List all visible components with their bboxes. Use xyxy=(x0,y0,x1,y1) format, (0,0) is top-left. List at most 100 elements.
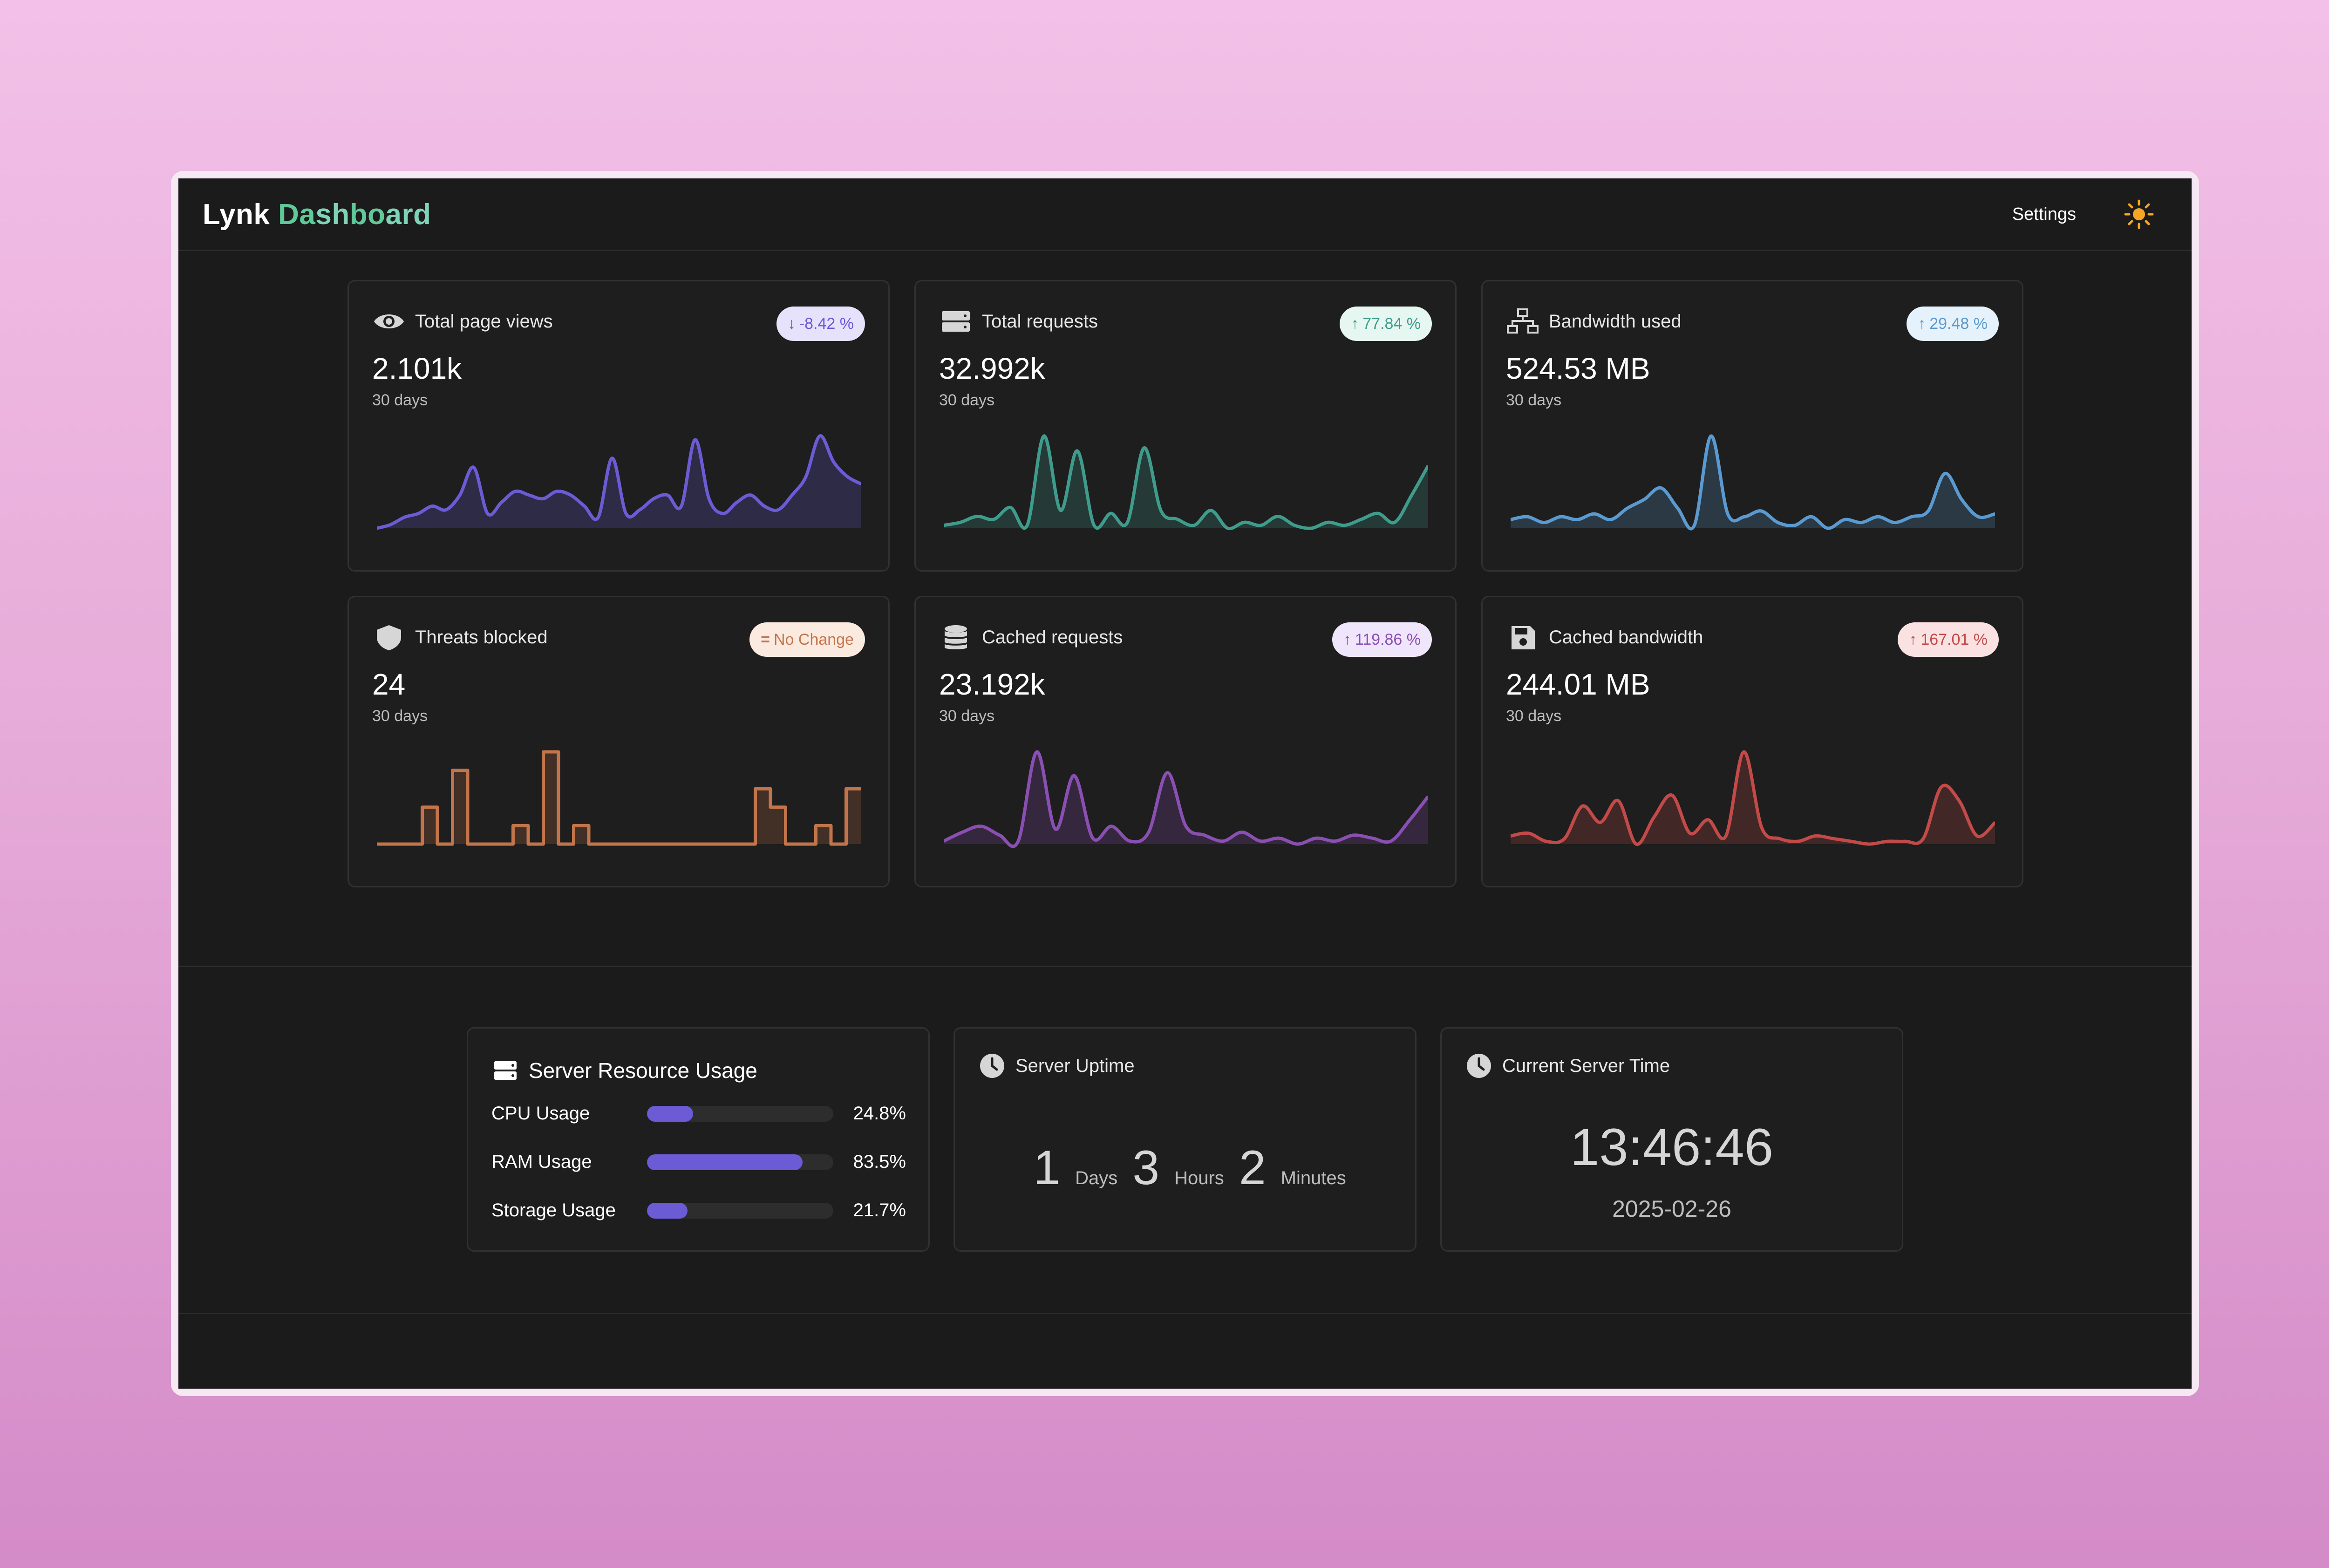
resource-value: 21.7% xyxy=(853,1200,906,1220)
stat-card-period: 30 days xyxy=(372,707,428,725)
floppy-icon xyxy=(1512,626,1535,649)
stat-card-title: Cached bandwidth xyxy=(1549,627,1703,648)
uptime-days: 1 xyxy=(1033,1141,1061,1195)
trend-value: -8.42 % xyxy=(799,314,854,333)
trend-badge: ↑ 167.01 % xyxy=(1898,622,1999,657)
stat-card-value: 524.53 MB xyxy=(1506,352,1650,385)
sparkline-chart xyxy=(377,434,861,530)
stat-card-value: 24 xyxy=(372,668,406,701)
trend-badge: ↓ -8.42 % xyxy=(776,307,865,341)
stat-card-header: Total page views xyxy=(372,307,553,335)
sparkline-line xyxy=(1511,750,1995,846)
stat-card-header: Cached requests xyxy=(939,623,1123,651)
uptime-minutes-label: Minutes xyxy=(1280,1168,1346,1188)
footer-divider xyxy=(178,1313,2192,1314)
resource-bar-fill xyxy=(647,1154,803,1170)
stat-card[interactable]: Total page views ↓ -8.42 % 2.101k 30 days xyxy=(347,280,890,572)
top-bar: Lynk Dashboard Settings xyxy=(178,178,2192,251)
stat-card-header: Total requests xyxy=(939,307,1098,335)
dashboard-app: Lynk Dashboard Settings Total page views… xyxy=(178,178,2192,1389)
sparkline-line xyxy=(377,750,861,846)
sparkline-line xyxy=(944,434,1428,531)
sparkline-chart xyxy=(1511,750,1995,846)
stat-card-period: 30 days xyxy=(1506,707,1562,725)
stat-card-value: 244.01 MB xyxy=(1506,668,1650,701)
uptime-hours: 3 xyxy=(1132,1141,1160,1195)
resource-label: RAM Usage xyxy=(491,1152,592,1172)
stat-card-title: Bandwidth used xyxy=(1549,311,1682,332)
trend-value: 167.01 % xyxy=(1920,630,1988,648)
resource-row: Storage Usage 21.7% xyxy=(491,1200,906,1221)
resource-bar xyxy=(647,1105,833,1122)
database-icon xyxy=(945,625,967,649)
resource-value: 24.8% xyxy=(853,1103,906,1124)
stat-card[interactable]: Cached requests ↑ 119.86 % 23.192k 30 days xyxy=(914,596,1457,887)
sparkline-chart xyxy=(944,750,1428,848)
stat-card-period: 30 days xyxy=(372,391,428,409)
stat-card-value: 32.992k xyxy=(939,352,1045,385)
server-time-panel: Current Server Time 13:46:46 2025-02-26 xyxy=(1440,1027,1903,1252)
stat-card-header: Threats blocked xyxy=(372,623,548,651)
resource-value: 83.5% xyxy=(853,1152,906,1172)
server-icon xyxy=(494,1061,517,1080)
stat-card-header: Bandwidth used xyxy=(1506,307,1682,335)
trend-badge: = No Change xyxy=(749,622,865,657)
trend-badge: ↑ 119.86 % xyxy=(1332,622,1432,657)
resource-label: Storage Usage xyxy=(491,1200,616,1220)
section-divider xyxy=(178,966,2192,967)
stat-card-period: 30 days xyxy=(939,391,995,409)
resource-bar-fill xyxy=(647,1202,688,1219)
brand-logo[interactable]: Lynk Dashboard xyxy=(203,198,431,231)
trend-arrow-icon: = xyxy=(761,630,770,648)
stat-card[interactable]: Threats blocked = No Change 24 30 days xyxy=(347,596,890,887)
trend-badge: ↑ 29.48 % xyxy=(1907,307,1999,341)
server-time-title: Current Server Time xyxy=(1465,1052,1670,1080)
sparkline-line xyxy=(377,434,861,530)
stat-card[interactable]: Cached bandwidth ↑ 167.01 % 244.01 MB 30 day… xyxy=(1481,596,2023,887)
resource-row: CPU Usage 24.8% xyxy=(491,1103,906,1124)
trend-value: 29.48 % xyxy=(1929,314,1988,333)
trend-value: 77.84 % xyxy=(1362,314,1421,333)
server-date: 2025-02-26 xyxy=(1612,1196,1731,1222)
stat-card[interactable]: Total requests ↑ 77.84 % 32.992k 30 days xyxy=(914,280,1457,572)
sun-icon[interactable] xyxy=(2123,198,2155,231)
uptime-readout: 1 Days 3 Hours 2 Minutes xyxy=(955,1140,1415,1196)
server-icon xyxy=(942,311,970,332)
trend-value: No Change xyxy=(773,630,854,648)
stat-card-value: 23.192k xyxy=(939,668,1045,701)
sparkline-area xyxy=(377,752,861,844)
sparkline-area xyxy=(1511,751,1995,845)
stat-card-title: Cached requests xyxy=(982,627,1123,648)
sparkline-area xyxy=(1511,436,1995,529)
resource-row: RAM Usage 83.5% xyxy=(491,1152,906,1173)
resource-usage-title: Server Resource Usage xyxy=(491,1057,757,1084)
clock-icon xyxy=(1467,1054,1491,1078)
sparkline-area xyxy=(377,436,861,528)
trend-arrow-icon: ↑ xyxy=(1343,630,1351,648)
stat-card-title: Total page views xyxy=(415,311,553,332)
stat-card[interactable]: Bandwidth used ↑ 29.48 % 524.53 MB 30 days xyxy=(1481,280,2023,572)
resource-usage-panel: Server Resource Usage CPU Usage 24.8% RAM … xyxy=(467,1027,930,1252)
trend-arrow-icon: ↑ xyxy=(1351,314,1359,333)
sparkline-line xyxy=(1511,434,1995,531)
settings-link[interactable]: Settings xyxy=(2012,205,2076,224)
uptime-minutes: 2 xyxy=(1239,1141,1266,1195)
server-uptime-panel: Server Uptime 1 Days 3 Hours 2 Minutes xyxy=(953,1027,1416,1252)
stat-card-period: 30 days xyxy=(939,707,995,725)
stat-card-title: Threats blocked xyxy=(415,627,548,648)
trend-arrow-icon: ↓ xyxy=(787,314,796,333)
uptime-days-label: Days xyxy=(1075,1168,1118,1188)
clock-icon xyxy=(980,1054,1004,1078)
resource-bar xyxy=(647,1202,833,1219)
resource-bar xyxy=(647,1154,833,1170)
server-uptime-title: Server Uptime xyxy=(978,1052,1135,1080)
trend-arrow-icon: ↑ xyxy=(1918,314,1926,333)
eye-icon xyxy=(374,314,404,328)
stat-card-header: Cached bandwidth xyxy=(1506,623,1703,651)
network-icon xyxy=(1507,308,1539,334)
stat-card-title: Total requests xyxy=(982,311,1098,332)
sparkline-line xyxy=(944,750,1428,848)
app-window: Lynk Dashboard Settings Total page views… xyxy=(171,171,2199,1396)
resource-label: CPU Usage xyxy=(491,1103,590,1124)
server-clock: 13:46:46 xyxy=(1570,1118,1773,1176)
